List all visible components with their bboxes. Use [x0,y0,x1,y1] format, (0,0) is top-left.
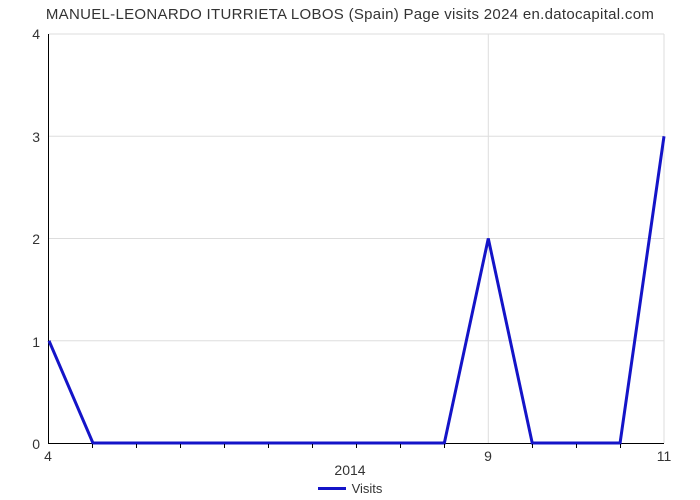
x-minor-tick [444,444,445,448]
y-tick-label: 2 [10,231,40,247]
chart-title: MANUEL-LEONARDO ITURRIETA LOBOS (Spain) … [0,6,700,23]
y-tick-label: 4 [10,26,40,42]
grid-and-line [49,34,664,443]
x-axis-label: 2014 [0,462,700,478]
x-minor-tick [532,444,533,448]
legend: Visits [0,481,700,496]
x-minor-tick [92,444,93,448]
x-minor-tick [620,444,621,448]
x-minor-tick [180,444,181,448]
x-minor-tick [136,444,137,448]
legend-swatch [318,487,346,490]
x-minor-tick [312,444,313,448]
y-tick-label: 1 [10,334,40,350]
x-minor-tick [268,444,269,448]
x-minor-tick [576,444,577,448]
plot-area [48,34,664,444]
x-minor-tick [356,444,357,448]
y-tick-label: 3 [10,129,40,145]
legend-label: Visits [352,481,383,496]
x-minor-tick [400,444,401,448]
y-tick-label: 0 [10,436,40,452]
x-minor-tick [224,444,225,448]
